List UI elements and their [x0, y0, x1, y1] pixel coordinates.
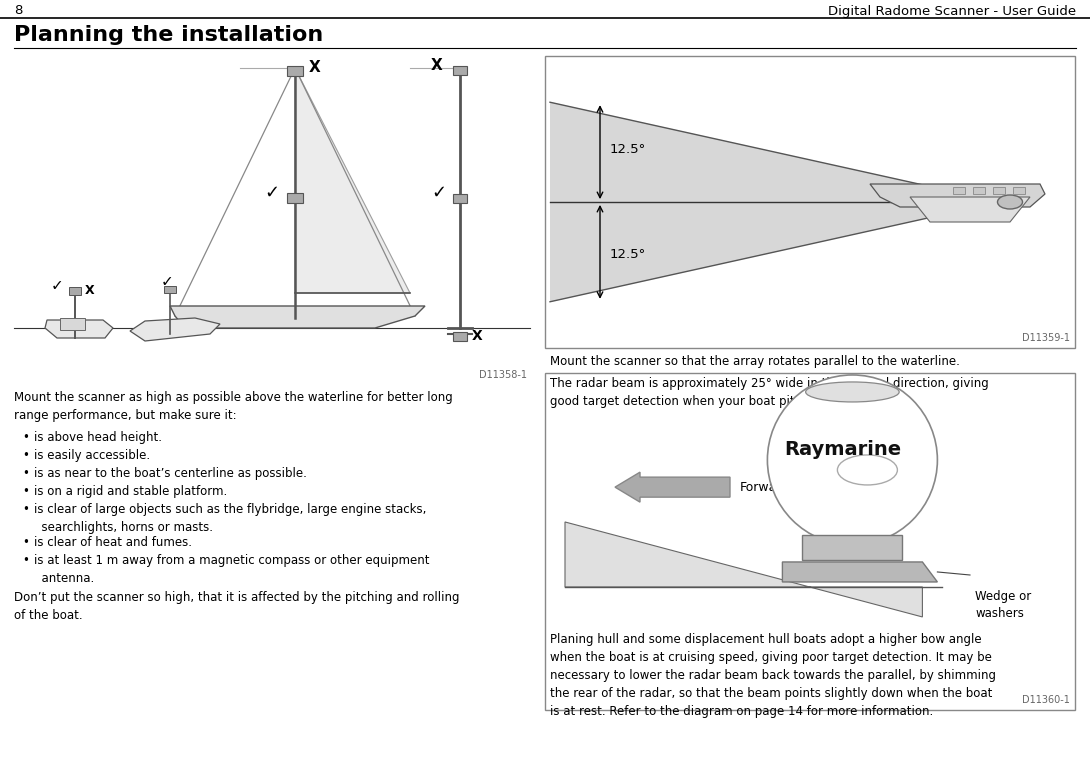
Text: Mount the scanner so that the array rotates parallel to the waterline.: Mount the scanner so that the array rota…	[550, 355, 960, 368]
Text: D11359-1: D11359-1	[1022, 333, 1070, 343]
Polygon shape	[910, 197, 1030, 222]
Text: is clear of large objects such as the flybridge, large engine stacks,
  searchli: is clear of large objects such as the fl…	[34, 503, 426, 534]
Text: is above head height.: is above head height.	[34, 431, 162, 444]
Text: Raymarine: Raymarine	[784, 441, 901, 459]
Text: The radar beam is approximately 25° wide in the vertical direction, giving
good : The radar beam is approximately 25° wide…	[550, 377, 989, 408]
Bar	[164, 286, 175, 293]
Polygon shape	[550, 202, 1000, 302]
Text: •: •	[22, 431, 28, 444]
Bar	[287, 193, 303, 203]
Text: •: •	[22, 485, 28, 498]
Text: D11360-1: D11360-1	[1022, 695, 1070, 705]
Polygon shape	[783, 562, 937, 582]
Text: 12.5°: 12.5°	[610, 143, 646, 156]
Text: is easily accessible.: is easily accessible.	[34, 449, 150, 462]
Text: Planning the installation: Planning the installation	[14, 25, 324, 45]
Text: D11358-1: D11358-1	[479, 370, 526, 380]
Text: is as near to the boat’s centerline as possible.: is as near to the boat’s centerline as p…	[34, 467, 307, 480]
Polygon shape	[130, 318, 220, 341]
Text: ✓: ✓	[50, 279, 63, 293]
FancyArrow shape	[615, 472, 730, 502]
Bar	[69, 287, 81, 295]
Text: Planing hull and some displacement hull boats adopt a higher bow angle
when the : Planing hull and some displacement hull …	[550, 633, 996, 718]
Text: is at least 1 m away from a magnetic compass or other equipment
  antenna.: is at least 1 m away from a magnetic com…	[34, 554, 429, 584]
Polygon shape	[45, 320, 113, 338]
Polygon shape	[170, 306, 425, 328]
Ellipse shape	[767, 375, 937, 545]
Text: •: •	[22, 554, 28, 567]
Bar	[60, 318, 85, 330]
Text: Don’t put the scanner so high, that it is affected by the pitching and rolling
o: Don’t put the scanner so high, that it i…	[14, 591, 460, 622]
Bar	[545, 373, 1075, 710]
Polygon shape	[565, 522, 922, 617]
Polygon shape	[550, 102, 1000, 202]
Text: X: X	[85, 283, 95, 296]
Ellipse shape	[997, 195, 1022, 209]
Text: ✓: ✓	[264, 184, 279, 202]
Bar	[993, 187, 1005, 194]
Text: X: X	[472, 329, 483, 343]
Bar	[453, 194, 467, 203]
Text: ✓: ✓	[160, 274, 173, 290]
Bar	[453, 332, 467, 341]
Ellipse shape	[806, 382, 899, 402]
Text: •: •	[22, 467, 28, 480]
Bar	[453, 66, 467, 75]
Text: •: •	[22, 449, 28, 462]
Text: is on a rigid and stable platform.: is on a rigid and stable platform.	[34, 485, 227, 498]
Text: •: •	[22, 536, 28, 549]
Bar	[953, 187, 965, 194]
Text: Forward: Forward	[740, 481, 790, 494]
Text: •: •	[22, 503, 28, 516]
Polygon shape	[870, 184, 1045, 207]
Text: is clear of heat and fumes.: is clear of heat and fumes.	[34, 536, 192, 549]
Bar	[802, 535, 903, 560]
Bar	[545, 56, 1075, 348]
Text: Mount the scanner as high as possible above the waterline for better long
range : Mount the scanner as high as possible ab…	[14, 391, 452, 422]
Bar	[287, 66, 303, 76]
Text: Digital Radome Scanner - User Guide: Digital Radome Scanner - User Guide	[828, 5, 1076, 18]
Text: 12.5°: 12.5°	[610, 248, 646, 261]
Text: X: X	[431, 58, 443, 74]
Text: 8: 8	[14, 5, 23, 18]
Text: Wedge or
washers: Wedge or washers	[974, 590, 1031, 620]
Polygon shape	[295, 68, 410, 293]
Bar	[1013, 187, 1025, 194]
Bar	[973, 187, 985, 194]
Text: X: X	[308, 61, 320, 75]
Text: ✓: ✓	[431, 184, 446, 202]
